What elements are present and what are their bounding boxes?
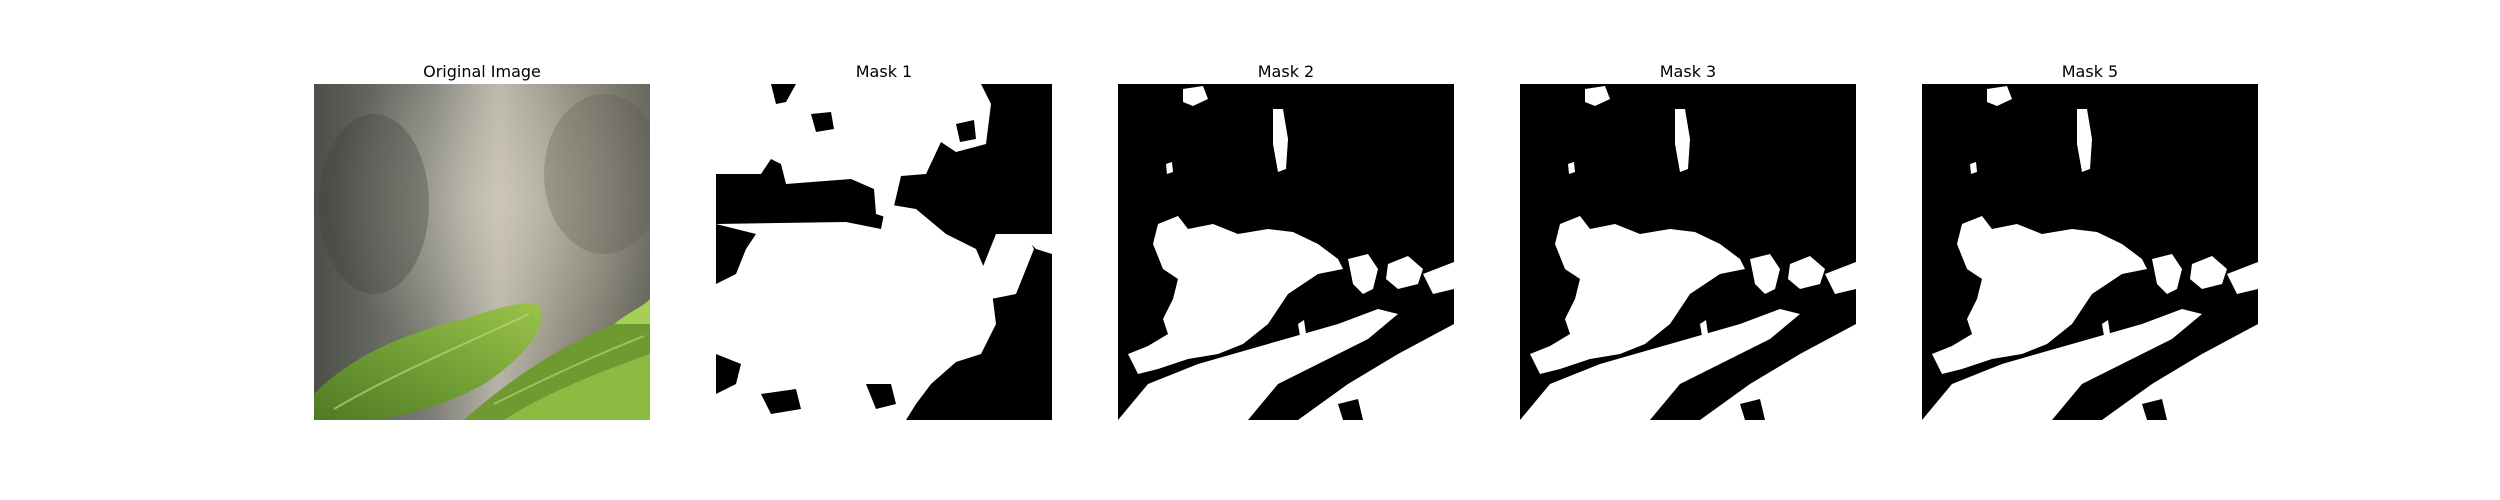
panel-mask-5: Mask 5: [1922, 60, 2258, 420]
panel-title: Mask 5: [2061, 62, 2119, 81]
mask-5-image: [1922, 84, 2258, 420]
panel-mask-2: Mask 2: [1118, 60, 1454, 420]
panel-title: Mask 3: [1659, 62, 1717, 81]
mask-2-image: [1118, 84, 1454, 420]
panel-title: Mask 2: [1257, 62, 1315, 81]
panel-mask-1: Mask 1: [716, 60, 1052, 420]
panel-title: Mask 1: [855, 62, 913, 81]
mask-1-image: [716, 84, 1052, 420]
original-photo: [314, 84, 650, 420]
panel-title: Original Image: [423, 62, 541, 81]
mask-3-image: [1520, 84, 1856, 420]
panel-original-image: Original Image: [314, 60, 650, 420]
panel-mask-3: Mask 3: [1520, 60, 1856, 420]
